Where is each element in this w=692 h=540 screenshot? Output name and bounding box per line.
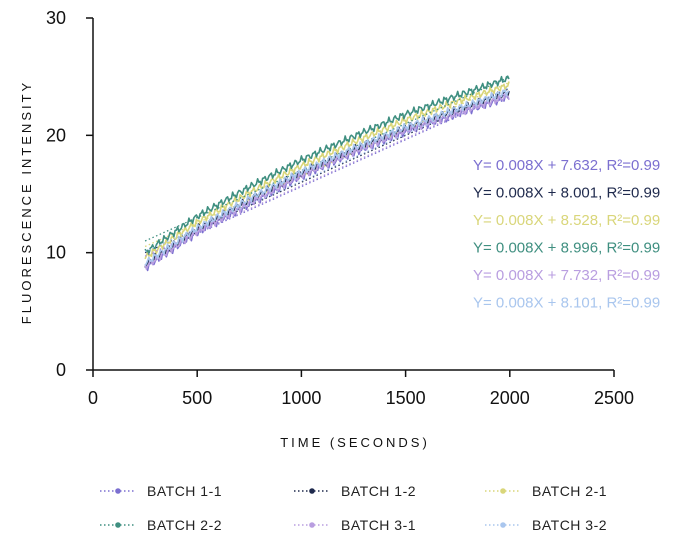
legend-item: BATCH 1-1 xyxy=(100,483,222,499)
trendline-equation: Y= 0.008X + 8.996, R²=0.99 xyxy=(473,240,660,257)
legend-label: BATCH 1-1 xyxy=(147,483,222,499)
y-tick-label: 0 xyxy=(56,360,66,380)
legend-swatch-marker xyxy=(500,488,506,494)
series-line xyxy=(144,90,510,268)
legend-swatch-marker xyxy=(500,522,506,528)
trendline-equation: Y= 0.008X + 7.732, R²=0.99 xyxy=(473,267,660,284)
x-tick-label: 1500 xyxy=(386,388,426,408)
x-tick-label: 2500 xyxy=(594,388,634,408)
y-tick-label: 10 xyxy=(46,243,66,263)
x-tick-label: 1000 xyxy=(281,388,321,408)
legend-swatch-marker xyxy=(309,522,315,528)
trendline-equation: Y= 0.008X + 8.101, R²=0.99 xyxy=(473,295,660,312)
series-line xyxy=(144,93,510,270)
tick-marks xyxy=(86,17,615,377)
y-axis-title: FLUORESCENCE INTENSITY xyxy=(19,80,34,324)
legend-item: BATCH 3-2 xyxy=(485,517,607,533)
series-batch-1-1 xyxy=(144,92,511,272)
legend-swatch-marker xyxy=(309,488,315,494)
legend-item: BATCH 3-1 xyxy=(294,517,416,533)
legend-item: BATCH 2-2 xyxy=(100,517,222,533)
series-line xyxy=(144,89,510,266)
y-tick-label: 30 xyxy=(46,8,66,28)
plot-series xyxy=(144,75,511,272)
legend-item: BATCH 2-1 xyxy=(485,483,607,499)
trendline xyxy=(144,86,511,253)
legend: BATCH 1-1 BATCH 1-2 BATCH 2-1 BATCH 2-2 BATC… xyxy=(100,483,607,533)
trendline-equation: Y= 0.008X + 7.632, R²=0.99 xyxy=(473,157,660,174)
legend-swatch-marker xyxy=(115,522,121,528)
series-batch-3-2 xyxy=(144,86,511,266)
series-batch-3-1 xyxy=(144,90,511,270)
legend-label: BATCH 1-2 xyxy=(341,483,416,499)
legend-item: BATCH 1-2 xyxy=(294,483,416,499)
x-tick-label: 0 xyxy=(88,388,98,408)
x-axis-title: TIME (SECONDS) xyxy=(280,435,430,450)
legend-label: BATCH 3-2 xyxy=(532,517,607,533)
trendline-equation: Y= 0.008X + 8.528, R²=0.99 xyxy=(473,212,660,229)
x-tick-label: 2000 xyxy=(490,388,530,408)
series-line xyxy=(144,75,510,255)
trendline xyxy=(144,92,511,258)
y-tick-label: 20 xyxy=(46,125,66,145)
axes xyxy=(92,18,614,371)
tick-labels: 0 10 20 30 0 500 1000 1500 2000 2500 xyxy=(46,8,634,408)
trendline xyxy=(144,81,511,248)
legend-label: BATCH 2-1 xyxy=(532,483,607,499)
trendline-equation: Y= 0.008X + 8.001, R²=0.99 xyxy=(473,185,660,202)
legend-label: BATCH 2-2 xyxy=(147,517,222,533)
legend-swatch-marker xyxy=(115,488,121,494)
x-tick-label: 500 xyxy=(182,388,212,408)
legend-label: BATCH 3-1 xyxy=(341,517,416,533)
trendline xyxy=(144,76,511,242)
trendline xyxy=(144,90,511,257)
series-line xyxy=(144,94,510,272)
series-batch-2-2 xyxy=(144,75,511,255)
trendline-equations: Y= 0.008X + 7.632, R²=0.99 Y= 0.008X + 8.… xyxy=(473,157,660,312)
